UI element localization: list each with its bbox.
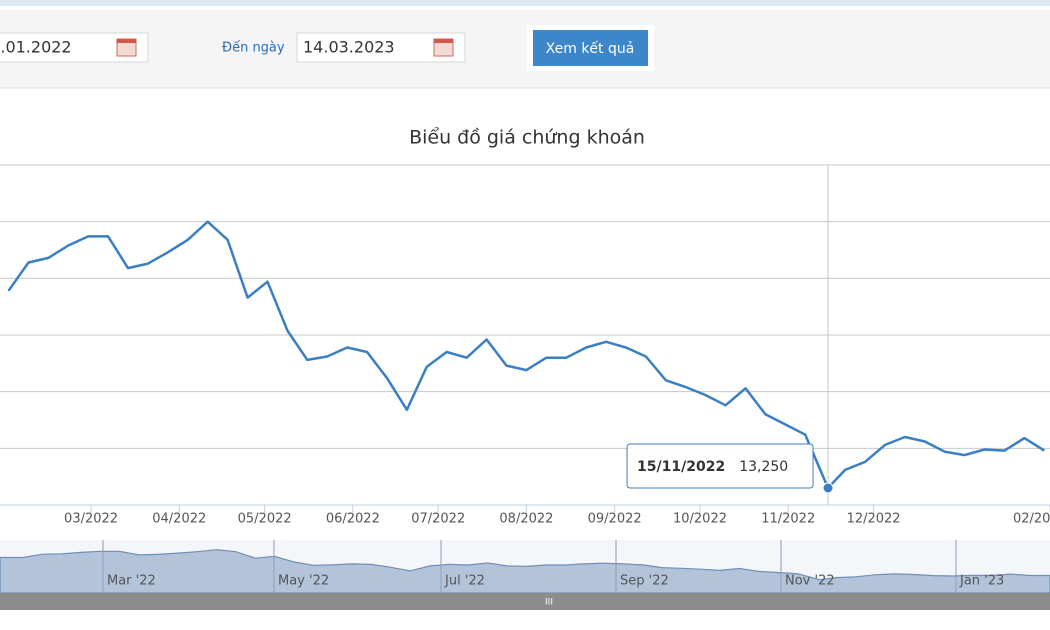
x-tick-label: 06/2022 xyxy=(326,512,380,527)
scrollbar[interactable] xyxy=(0,593,1050,610)
to-label: Đến ngày xyxy=(222,41,285,56)
top-strip xyxy=(0,0,1050,6)
x-tick-label: 11/2022 xyxy=(761,512,815,527)
x-tick-label: 07/2022 xyxy=(411,512,465,527)
x-tick-label: 09/2022 xyxy=(588,512,642,527)
to-date: 14.03.2023 xyxy=(303,38,395,57)
submit-button[interactable] xyxy=(533,30,648,66)
navigator-label: Mar '22 xyxy=(107,574,156,589)
tooltip-date: 15/11/2022 xyxy=(637,459,725,475)
navigator-label: May '22 xyxy=(278,574,329,589)
scrollbar-grip[interactable]: III xyxy=(545,598,553,608)
calendar-icon[interactable] xyxy=(116,38,137,57)
navigator-label: Jul '22 xyxy=(444,574,485,589)
navigator-area xyxy=(0,549,1050,594)
x-tick-label: 03/2022 xyxy=(64,512,118,527)
navigator-label: Nov '22 xyxy=(785,574,835,589)
x-tick-label: 12/2022 xyxy=(847,512,901,527)
tooltip-value: 13,250 xyxy=(739,459,788,475)
x-tick-label: 02/2023 xyxy=(1013,512,1050,527)
from-date: 01.01.2022 xyxy=(0,38,72,57)
highlight-point xyxy=(822,482,834,494)
chart-title: Biểu đồ giá chứng khoán xyxy=(409,127,645,149)
tooltip xyxy=(626,443,814,489)
x-tick-label: 04/2022 xyxy=(152,512,206,527)
x-tick-label: 08/2022 xyxy=(499,512,553,527)
calendar-icon[interactable] xyxy=(433,38,454,57)
price-line xyxy=(7,220,1045,490)
navigator-label: Jan '23 xyxy=(959,574,1004,589)
form-bar xyxy=(0,10,1050,88)
submit-label: Xem kết quả xyxy=(546,40,635,57)
x-tick-label: 10/2022 xyxy=(673,512,727,527)
x-tick-label: 05/2022 xyxy=(238,512,292,527)
navigator-label: Sep '22 xyxy=(620,574,669,589)
tooltip-text: 15/11/2022 13,250 xyxy=(637,459,788,475)
